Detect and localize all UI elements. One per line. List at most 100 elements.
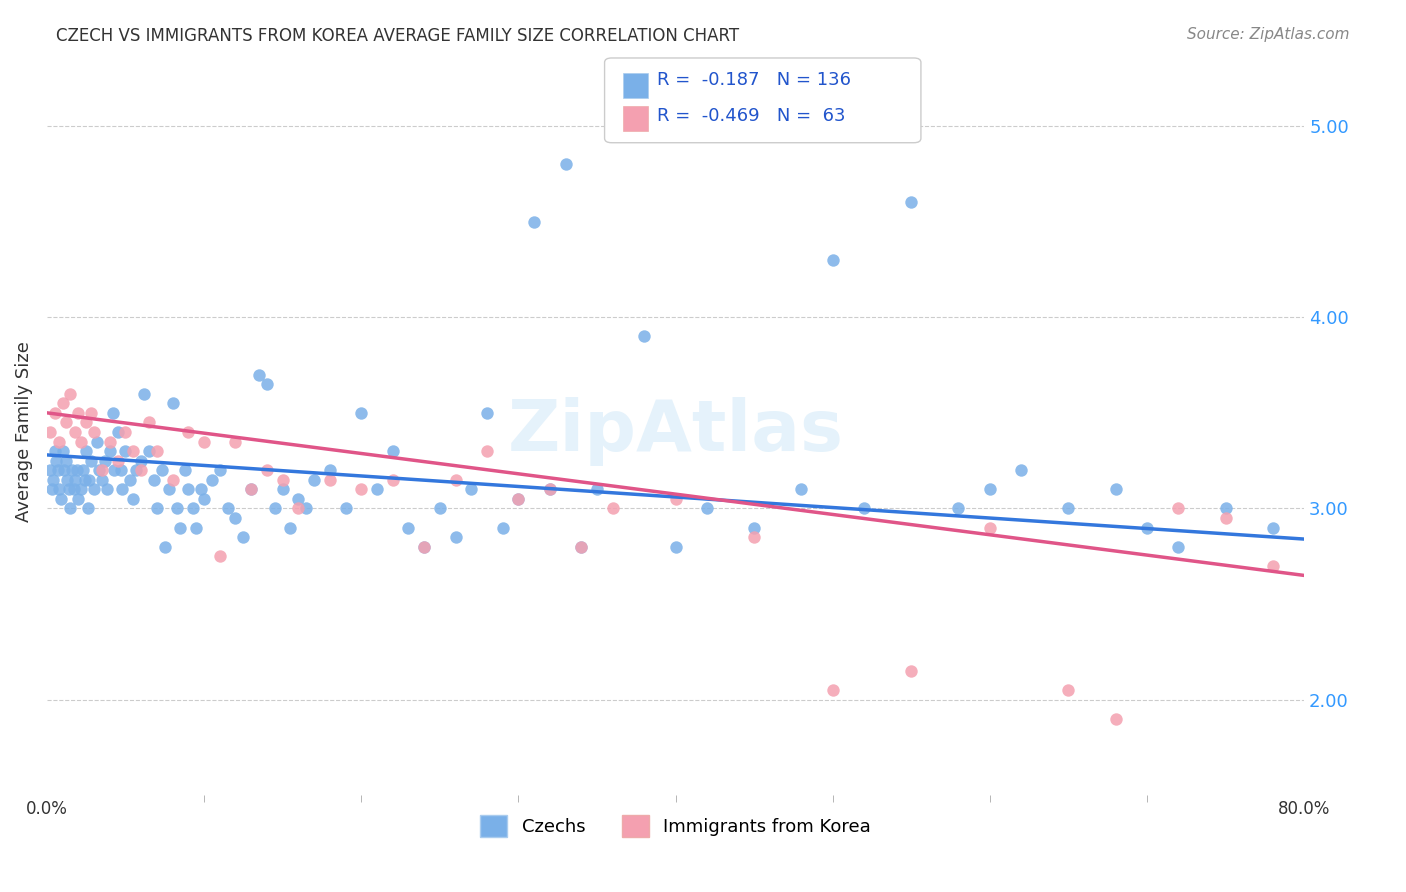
Point xyxy=(821,252,844,267)
Point xyxy=(94,453,117,467)
Point xyxy=(508,491,530,506)
Point xyxy=(49,491,72,506)
Point xyxy=(46,463,69,477)
Point xyxy=(208,463,231,477)
Point xyxy=(821,683,844,698)
Point xyxy=(1104,712,1126,726)
Point xyxy=(45,453,67,467)
Point xyxy=(129,463,152,477)
Point xyxy=(63,425,86,439)
Point xyxy=(52,444,75,458)
Point xyxy=(70,434,93,449)
Point xyxy=(523,214,546,228)
Point xyxy=(177,483,200,497)
Point xyxy=(1010,463,1032,477)
Point xyxy=(107,453,129,467)
Point xyxy=(240,483,263,497)
Point xyxy=(1057,683,1080,698)
Point xyxy=(107,425,129,439)
Point xyxy=(134,386,156,401)
Text: R =  -0.187   N = 136: R = -0.187 N = 136 xyxy=(657,71,851,89)
Point xyxy=(39,425,62,439)
Point xyxy=(63,473,86,487)
Point xyxy=(166,501,188,516)
Point xyxy=(44,444,66,458)
Point xyxy=(111,483,134,497)
Point xyxy=(129,453,152,467)
Point xyxy=(87,463,110,477)
Point xyxy=(1261,520,1284,534)
Point xyxy=(90,463,112,477)
Point xyxy=(948,501,970,516)
Point xyxy=(98,444,121,458)
Point xyxy=(1261,558,1284,573)
Point xyxy=(696,501,718,516)
Point xyxy=(271,483,294,497)
Point xyxy=(900,195,922,210)
Point xyxy=(96,483,118,497)
Point xyxy=(475,444,498,458)
Point xyxy=(224,434,246,449)
Point xyxy=(900,664,922,678)
Point xyxy=(75,416,97,430)
Point xyxy=(664,540,686,554)
Point xyxy=(538,483,561,497)
Point xyxy=(72,463,94,477)
Point xyxy=(153,540,176,554)
Point xyxy=(48,483,70,497)
Point xyxy=(190,483,212,497)
Point xyxy=(224,511,246,525)
Y-axis label: Average Family Size: Average Family Size xyxy=(15,342,32,523)
Point xyxy=(110,463,132,477)
Point xyxy=(41,483,63,497)
Point xyxy=(979,520,1001,534)
Point xyxy=(396,520,419,534)
Text: CZECH VS IMMIGRANTS FROM KOREA AVERAGE FAMILY SIZE CORRELATION CHART: CZECH VS IMMIGRANTS FROM KOREA AVERAGE F… xyxy=(56,27,740,45)
Point xyxy=(554,157,576,171)
Point xyxy=(39,463,62,477)
Point xyxy=(103,463,125,477)
Point xyxy=(169,520,191,534)
Point xyxy=(569,540,592,554)
Point xyxy=(55,416,77,430)
Point xyxy=(247,368,270,382)
Point xyxy=(381,444,404,458)
Point xyxy=(86,434,108,449)
Point xyxy=(444,530,467,544)
Point xyxy=(413,540,436,554)
Point xyxy=(67,406,90,420)
Point xyxy=(1167,540,1189,554)
Point xyxy=(280,520,302,534)
Point xyxy=(122,444,145,458)
Point xyxy=(58,483,80,497)
Point xyxy=(44,406,66,420)
Point xyxy=(80,406,103,420)
Point xyxy=(60,463,83,477)
Point xyxy=(146,444,169,458)
Point xyxy=(664,491,686,506)
Point xyxy=(114,444,136,458)
Point xyxy=(366,483,388,497)
Point xyxy=(508,491,530,506)
Point xyxy=(1215,511,1237,525)
Point xyxy=(66,463,89,477)
Point xyxy=(350,406,373,420)
Point xyxy=(381,473,404,487)
Point xyxy=(538,483,561,497)
Point xyxy=(413,540,436,554)
Point xyxy=(76,501,98,516)
Point xyxy=(53,463,76,477)
Point xyxy=(142,473,165,487)
Point xyxy=(263,501,285,516)
Point xyxy=(602,501,624,516)
Point xyxy=(271,473,294,487)
Point xyxy=(42,473,65,487)
Point xyxy=(853,501,876,516)
Legend: Czechs, Immigrants from Korea: Czechs, Immigrants from Korea xyxy=(472,808,877,845)
Point xyxy=(444,473,467,487)
Point xyxy=(492,520,515,534)
Text: Source: ZipAtlas.com: Source: ZipAtlas.com xyxy=(1187,27,1350,42)
Point xyxy=(208,549,231,564)
Point xyxy=(1104,483,1126,497)
Point xyxy=(742,520,765,534)
